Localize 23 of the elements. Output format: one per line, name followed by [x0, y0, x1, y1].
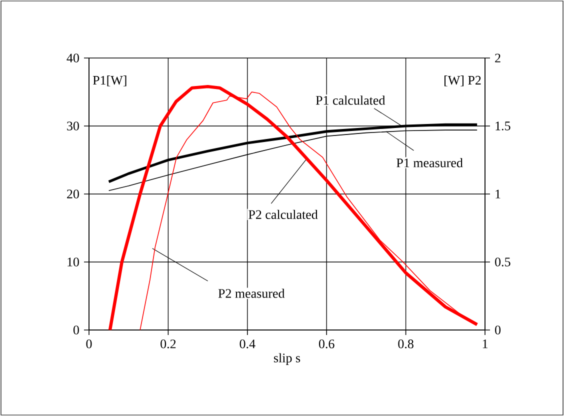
x-axis-title: slip s: [274, 353, 300, 366]
annotation: P1 measured: [396, 158, 463, 168]
y2-tick-label: 0: [495, 326, 501, 334]
y2-axis-title: [W] P2: [444, 76, 481, 86]
y-tick-label: 30: [67, 122, 79, 130]
x-tick-label: 0.6: [318, 340, 334, 348]
y2-tick-label: 1: [496, 190, 500, 198]
x-tick-label: 0.4: [240, 340, 256, 348]
annotation: P2 measured: [218, 288, 285, 298]
y-axis-title: P1[W]: [92, 76, 126, 86]
y-tick-label: 0: [73, 326, 79, 334]
x-tick-label: 0.8: [398, 340, 414, 348]
y-tick-label: 20: [67, 190, 79, 198]
x-tick-label: 1: [482, 340, 488, 348]
y2-tick-label: 0.5: [495, 258, 510, 266]
y-tick-label: 40: [66, 54, 79, 62]
x-tick-label: 0: [86, 340, 92, 348]
x-tick-label: 0.2: [160, 340, 176, 348]
annotation: P2 calculated: [248, 210, 318, 219]
y-tick-label: 10: [68, 258, 79, 266]
annotation: P1 calculated: [316, 96, 386, 105]
y2-tick-label: 1.5: [496, 122, 510, 130]
y2-tick-label: 2: [495, 54, 500, 62]
